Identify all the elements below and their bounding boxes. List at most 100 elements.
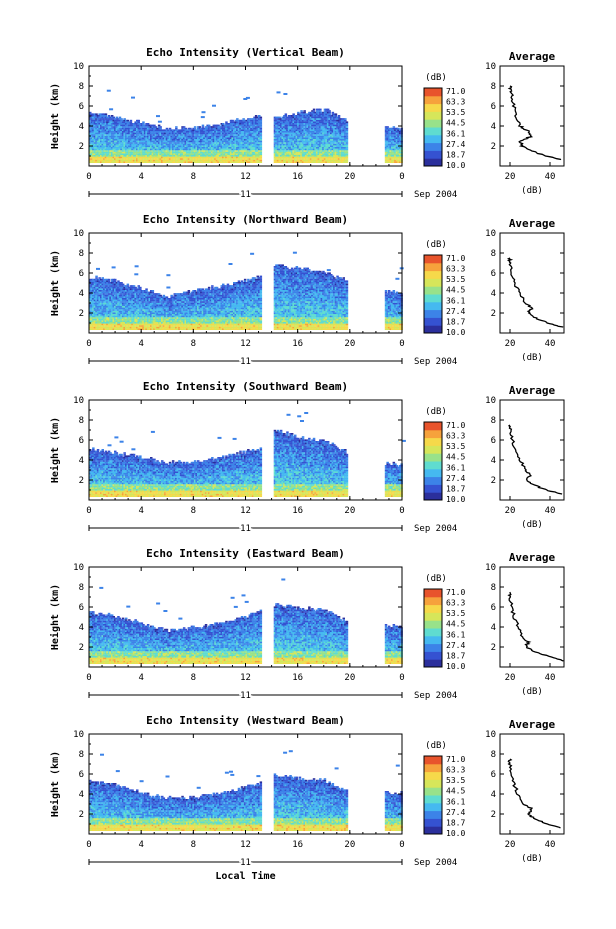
heatmap-cell: [260, 120, 263, 122]
heatmap-cell: [258, 115, 261, 117]
heatmap-cell: [346, 161, 349, 163]
heatmap-cell: [159, 126, 162, 128]
heatmap-cell: [277, 91, 281, 93]
avg-x-tick-label: 20: [505, 172, 516, 182]
colorbar-label: 53.5: [446, 108, 465, 117]
heatmap-cell: [346, 145, 349, 147]
colorbar-swatch: [424, 111, 442, 119]
heatmap-cell: [260, 161, 263, 163]
heatmap-cell: [346, 152, 349, 154]
heatmap-cell: [222, 123, 225, 125]
heatmap-cell: [346, 139, 349, 141]
colorbar-unit: (dB): [425, 73, 447, 83]
date-month-label: Sep 2004: [414, 190, 457, 200]
colorbar-swatch: [424, 104, 442, 112]
heatmap-cell: [338, 117, 341, 119]
panel-title: Echo Intensity (Northward Beam): [143, 213, 348, 226]
heatmap-cell: [346, 129, 349, 131]
heatmap-cell: [346, 157, 349, 159]
heatmap-cell: [119, 117, 122, 119]
colorbar-label: 18.7: [446, 150, 465, 159]
colorbar-swatch: [424, 96, 442, 104]
heatmap-cell: [260, 117, 263, 119]
heatmap-cell: [236, 118, 239, 120]
heatmap-cell: [108, 115, 111, 117]
heatmap-cells: [89, 252, 404, 330]
avg-y-tick-label: 2: [491, 142, 496, 152]
heatmap-cell: [346, 123, 349, 125]
heatmap-cell: [138, 120, 141, 122]
heatmap-cell: [285, 113, 288, 115]
x-tick-label: 12: [240, 172, 251, 182]
heatmap-cell: [297, 112, 300, 114]
heatmap-cell: [313, 109, 316, 111]
heatmap-cell: [105, 113, 108, 115]
heatmap-cell: [260, 160, 263, 162]
heatmap-cell: [346, 147, 349, 149]
heatmap-cell: [102, 277, 105, 279]
heatmap-cell: [346, 160, 349, 162]
panel-title: Echo Intensity (Vertical Beam): [146, 46, 345, 59]
heatmap-cell: [120, 118, 123, 120]
heatmap-cell: [346, 158, 349, 160]
heatmap-cell: [156, 115, 160, 117]
heatmap-cell: [260, 142, 263, 144]
colorbar-swatch: [424, 127, 442, 135]
x-tick-label: 20: [344, 172, 355, 182]
avg-y-tick-label: 4: [491, 122, 496, 132]
heatmap-cell: [166, 128, 169, 130]
heatmap-cell: [142, 123, 145, 125]
y-tick-label: 10: [73, 62, 84, 72]
heatmap-cell: [130, 121, 133, 123]
heatmap-cell: [346, 150, 349, 152]
y-tick-label: 6: [79, 102, 84, 112]
x-tick-label: 0: [399, 172, 404, 182]
heatmap-cell: [202, 125, 205, 127]
heatmap-cell: [116, 117, 119, 119]
avg-y-tick-label: 6: [491, 102, 496, 112]
colorbar-swatch: [424, 119, 442, 127]
heatmap-cell: [95, 277, 98, 279]
y-tick-label: 8: [79, 82, 84, 92]
heatmap-cell: [303, 110, 306, 112]
heatmap-cell: [153, 125, 156, 127]
heatmap-cell: [127, 120, 130, 122]
heatmap-cell: [131, 97, 135, 99]
heatmap-cell: [260, 157, 263, 159]
heatmap-cell: [260, 153, 263, 155]
heatmap-cell: [246, 97, 250, 99]
avg-y-tick-label: 10: [485, 62, 496, 72]
heatmap-cell: [346, 141, 349, 143]
heatmap-cell: [260, 139, 263, 141]
heatmap-cell: [155, 126, 158, 128]
heatmap-cell: [285, 115, 288, 117]
beam-panel-0: Echo Intensity (Vertical Beam)0 4 8 12 16 20 0…: [49, 46, 564, 200]
heatmap-cell: [175, 128, 178, 130]
heatmap-cell: [346, 126, 349, 128]
avg-y-tick-label: 8: [491, 82, 496, 92]
heatmap-cell: [346, 137, 349, 139]
heatmap-cell: [386, 126, 389, 128]
heatmap-cell: [260, 131, 263, 133]
heatmap-cell: [189, 128, 192, 130]
heatmap-cell: [158, 121, 162, 123]
heatmap-cell: [260, 149, 263, 151]
colorbar-label: 71.0: [446, 87, 465, 96]
heatmap-cell: [313, 110, 316, 112]
colorbar-label: 44.5: [446, 119, 465, 128]
heatmap-cell: [338, 115, 341, 117]
heatmap-cell: [346, 155, 349, 157]
colorbar-label: 27.4: [446, 140, 465, 149]
heatmap-cell: [260, 141, 263, 143]
colorbar-swatch: [424, 88, 442, 96]
heatmap-cell: [199, 126, 202, 128]
heatmap-cell: [130, 120, 133, 122]
heatmap-cell: [95, 276, 98, 278]
heatmap-cell: [319, 110, 322, 112]
average-title: Average: [509, 50, 556, 63]
colorbar-swatch: [424, 143, 442, 151]
heatmap-cell: [260, 128, 263, 130]
heatmap-cell: [142, 121, 145, 123]
heatmap-cell: [107, 90, 111, 92]
heatmap-cell: [111, 115, 114, 117]
